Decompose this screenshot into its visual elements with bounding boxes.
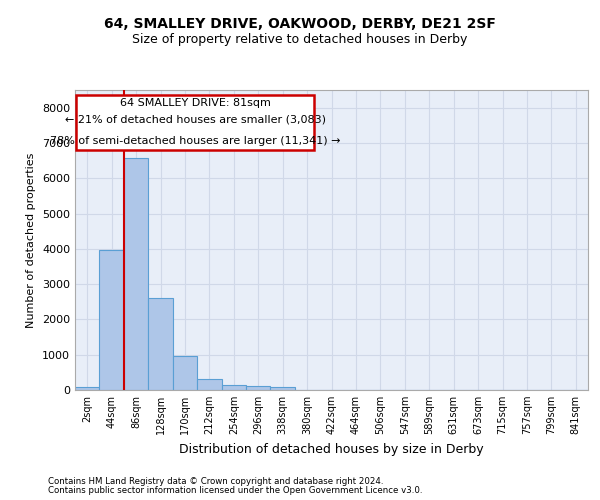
Text: Size of property relative to detached houses in Derby: Size of property relative to detached ho… xyxy=(133,32,467,46)
Text: 78% of semi-detached houses are larger (11,341) →: 78% of semi-detached houses are larger (… xyxy=(50,136,341,146)
Bar xyxy=(75,388,100,390)
Text: Contains public sector information licensed under the Open Government Licence v3: Contains public sector information licen… xyxy=(48,486,422,495)
Bar xyxy=(76,96,314,150)
Bar xyxy=(246,386,271,390)
Text: 64 SMALLEY DRIVE: 81sqm: 64 SMALLEY DRIVE: 81sqm xyxy=(120,98,271,108)
Text: ← 21% of detached houses are smaller (3,083): ← 21% of detached houses are smaller (3,… xyxy=(65,114,326,124)
Y-axis label: Number of detached properties: Number of detached properties xyxy=(26,152,37,328)
Text: 64, SMALLEY DRIVE, OAKWOOD, DERBY, DE21 2SF: 64, SMALLEY DRIVE, OAKWOOD, DERBY, DE21 … xyxy=(104,18,496,32)
X-axis label: Distribution of detached houses by size in Derby: Distribution of detached houses by size … xyxy=(179,442,484,456)
Text: Contains HM Land Registry data © Crown copyright and database right 2024.: Contains HM Land Registry data © Crown c… xyxy=(48,477,383,486)
Bar xyxy=(221,386,246,390)
Bar xyxy=(173,356,197,390)
Bar xyxy=(100,250,124,390)
Bar xyxy=(124,158,148,390)
Bar xyxy=(271,386,295,390)
Bar xyxy=(197,379,221,390)
Bar xyxy=(148,298,173,390)
